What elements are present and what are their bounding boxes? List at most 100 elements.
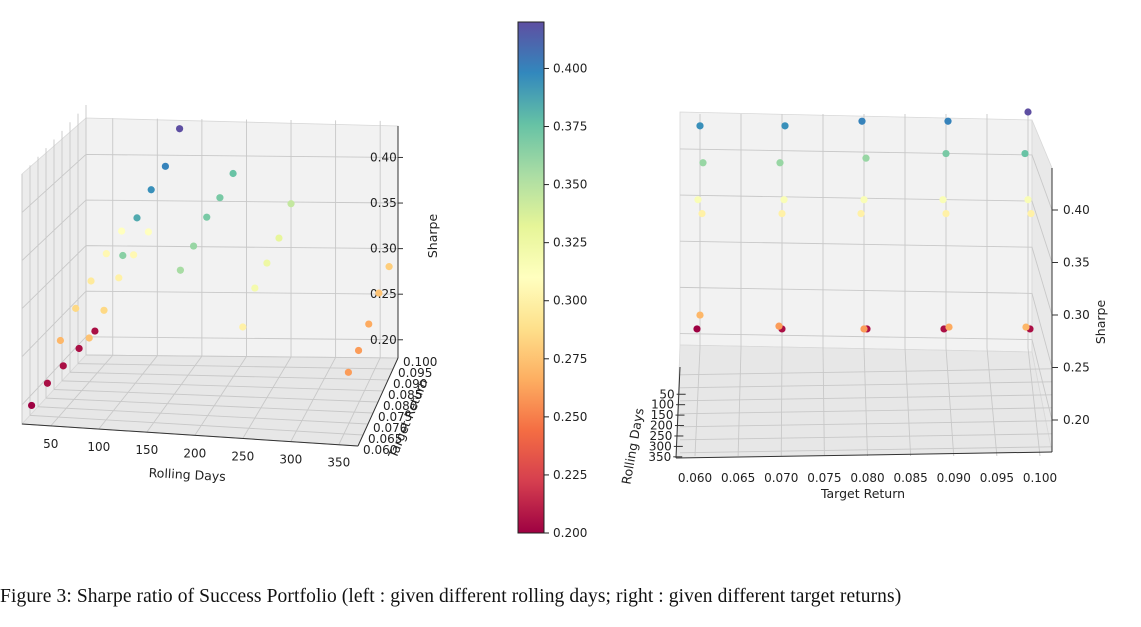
left-z-axis-label: Sharpe [425,214,440,259]
grid-line [863,347,868,457]
grid-line [85,354,399,359]
right-x-tick-label: 0.075 [807,471,841,485]
left-data-point [251,284,259,292]
left-data-point [203,213,211,221]
right-data-point [696,311,704,319]
left-data-point [176,266,184,274]
right-x-tick-label: 0.090 [937,471,971,485]
grid-line [679,381,1053,389]
colorbar-tick-label: 0.325 [553,236,587,250]
grid-line [679,333,1053,421]
left-x-tick-label: 350 [327,456,350,470]
right-data-point [1022,323,1030,331]
right-y-tick-label: 200 [650,419,673,433]
grid-line [29,414,364,436]
right-z-tick-label: 0.25 [1063,361,1090,375]
left-z-tick-label: 0.35 [370,196,397,210]
right-x-tick-label: 0.070 [764,471,798,485]
right-y-axis-label: Rolling Days [618,407,646,486]
right-z-tick-label: 0.20 [1063,413,1090,427]
left-y-tick-label: 0.090 [393,377,427,391]
left-data-point [91,327,99,335]
right-data-point [696,122,704,130]
right-y-axis-line [675,366,681,459]
right-x-tick-label: 0.060 [678,471,712,485]
left-data-point [354,346,363,355]
colorbar-ticks: 0.200 0.225 0.250 0.275 0.300 0.325 0.350 0.375… [544,61,587,540]
right-z-tick-label: 0.40 [1063,203,1090,217]
left-data-point [365,320,373,328]
right-y-tick-label: 150 [651,408,674,422]
right-data-point [1027,209,1035,218]
left-data-point [147,186,155,194]
left-data-point [375,289,383,297]
right-data-point [945,323,953,331]
grid-line [679,407,1053,415]
left-data-point [130,251,138,259]
right-data-point [858,117,866,125]
right-x-tick-label: 0.065 [721,471,755,485]
right-y-tick-label: 50 [659,387,674,401]
left-z-tick-label: 0.30 [370,242,397,256]
left-3d-scatter: 50 100 150 200 250 300 350 0.0600.0650.0700.075… [21,105,440,484]
left-data-point [85,334,93,342]
left-y-tick-label: 0.070 [373,421,407,435]
left-x-axis-label: Rolling Days [148,465,226,484]
figure: 50 100 150 200 250 300 3500.0600.0650.0700.075… [21,21,1108,540]
left-back-pane [85,117,399,359]
left-x-tick-label: 250 [231,449,254,463]
left-data-point [239,323,247,331]
right-data-point [939,196,947,204]
right-data-point [775,322,783,330]
left-data-point [161,162,169,170]
right-data-point [694,196,702,204]
left-z-tick-label: 0.40 [370,150,397,164]
left-tick-labels: 50 100 150 200 250 300 350 0.0600.0650.0700.075… [43,150,437,469]
grid-line [679,368,1053,376]
right-data-point [776,159,784,167]
left-data-point [102,250,110,258]
right-y-tick-label: 300 [649,439,672,453]
left-data-point [56,336,64,345]
grid-line [45,397,374,414]
figure-caption: Figure 3: Sharpe ratio of Success Portfo… [0,586,902,607]
grid-line [77,363,394,370]
left-data-point [115,274,123,282]
left-data-point [87,277,95,285]
left-data-point [75,344,83,353]
right-data-point [860,196,868,204]
left-x-axis-line [21,423,359,447]
left-z-tick-label: 0.20 [370,333,397,347]
left-y-tick-label: 0.080 [383,399,417,413]
right-data-point [1024,108,1032,116]
left-data-point [287,200,295,208]
right-data-point [862,154,870,162]
right-data-point [1024,196,1032,204]
left-y-tick-label: 0.065 [368,432,402,446]
right-x-axis-label: Target Return [820,486,905,501]
left-data-point [119,251,127,260]
colorbar-tick-label: 0.300 [553,294,587,308]
right-data-point [698,209,706,218]
grid-line [904,347,912,457]
grid-line [945,347,955,457]
colorbar-tick-label: 0.400 [553,61,587,75]
right-tick-labels: 0.060 0.065 0.070 0.075 0.080 0.085 0.090 0.095… [648,203,1089,485]
right-data-point [778,209,786,218]
right-z-tick-label: 0.35 [1063,256,1090,270]
left-y-axis-line [357,357,399,447]
left-data-point [275,234,283,242]
grid-line [822,347,825,457]
left-y-tick-label: 0.075 [378,410,412,424]
colorbar-tick-label: 0.250 [553,410,587,424]
right-y-tick-label: 350 [648,450,671,464]
grid-line [53,389,379,403]
left-y-tick-label: 0.060 [363,443,397,457]
grid-line [1027,347,1041,457]
grid-line [679,446,1053,454]
right-data-point [693,325,701,333]
left-y-tick-label: 0.100 [403,355,437,369]
grid-line [61,380,384,392]
right-x-tick-label: 0.100 [1023,471,1057,485]
left-y-tick-label: 0.095 [398,366,432,380]
